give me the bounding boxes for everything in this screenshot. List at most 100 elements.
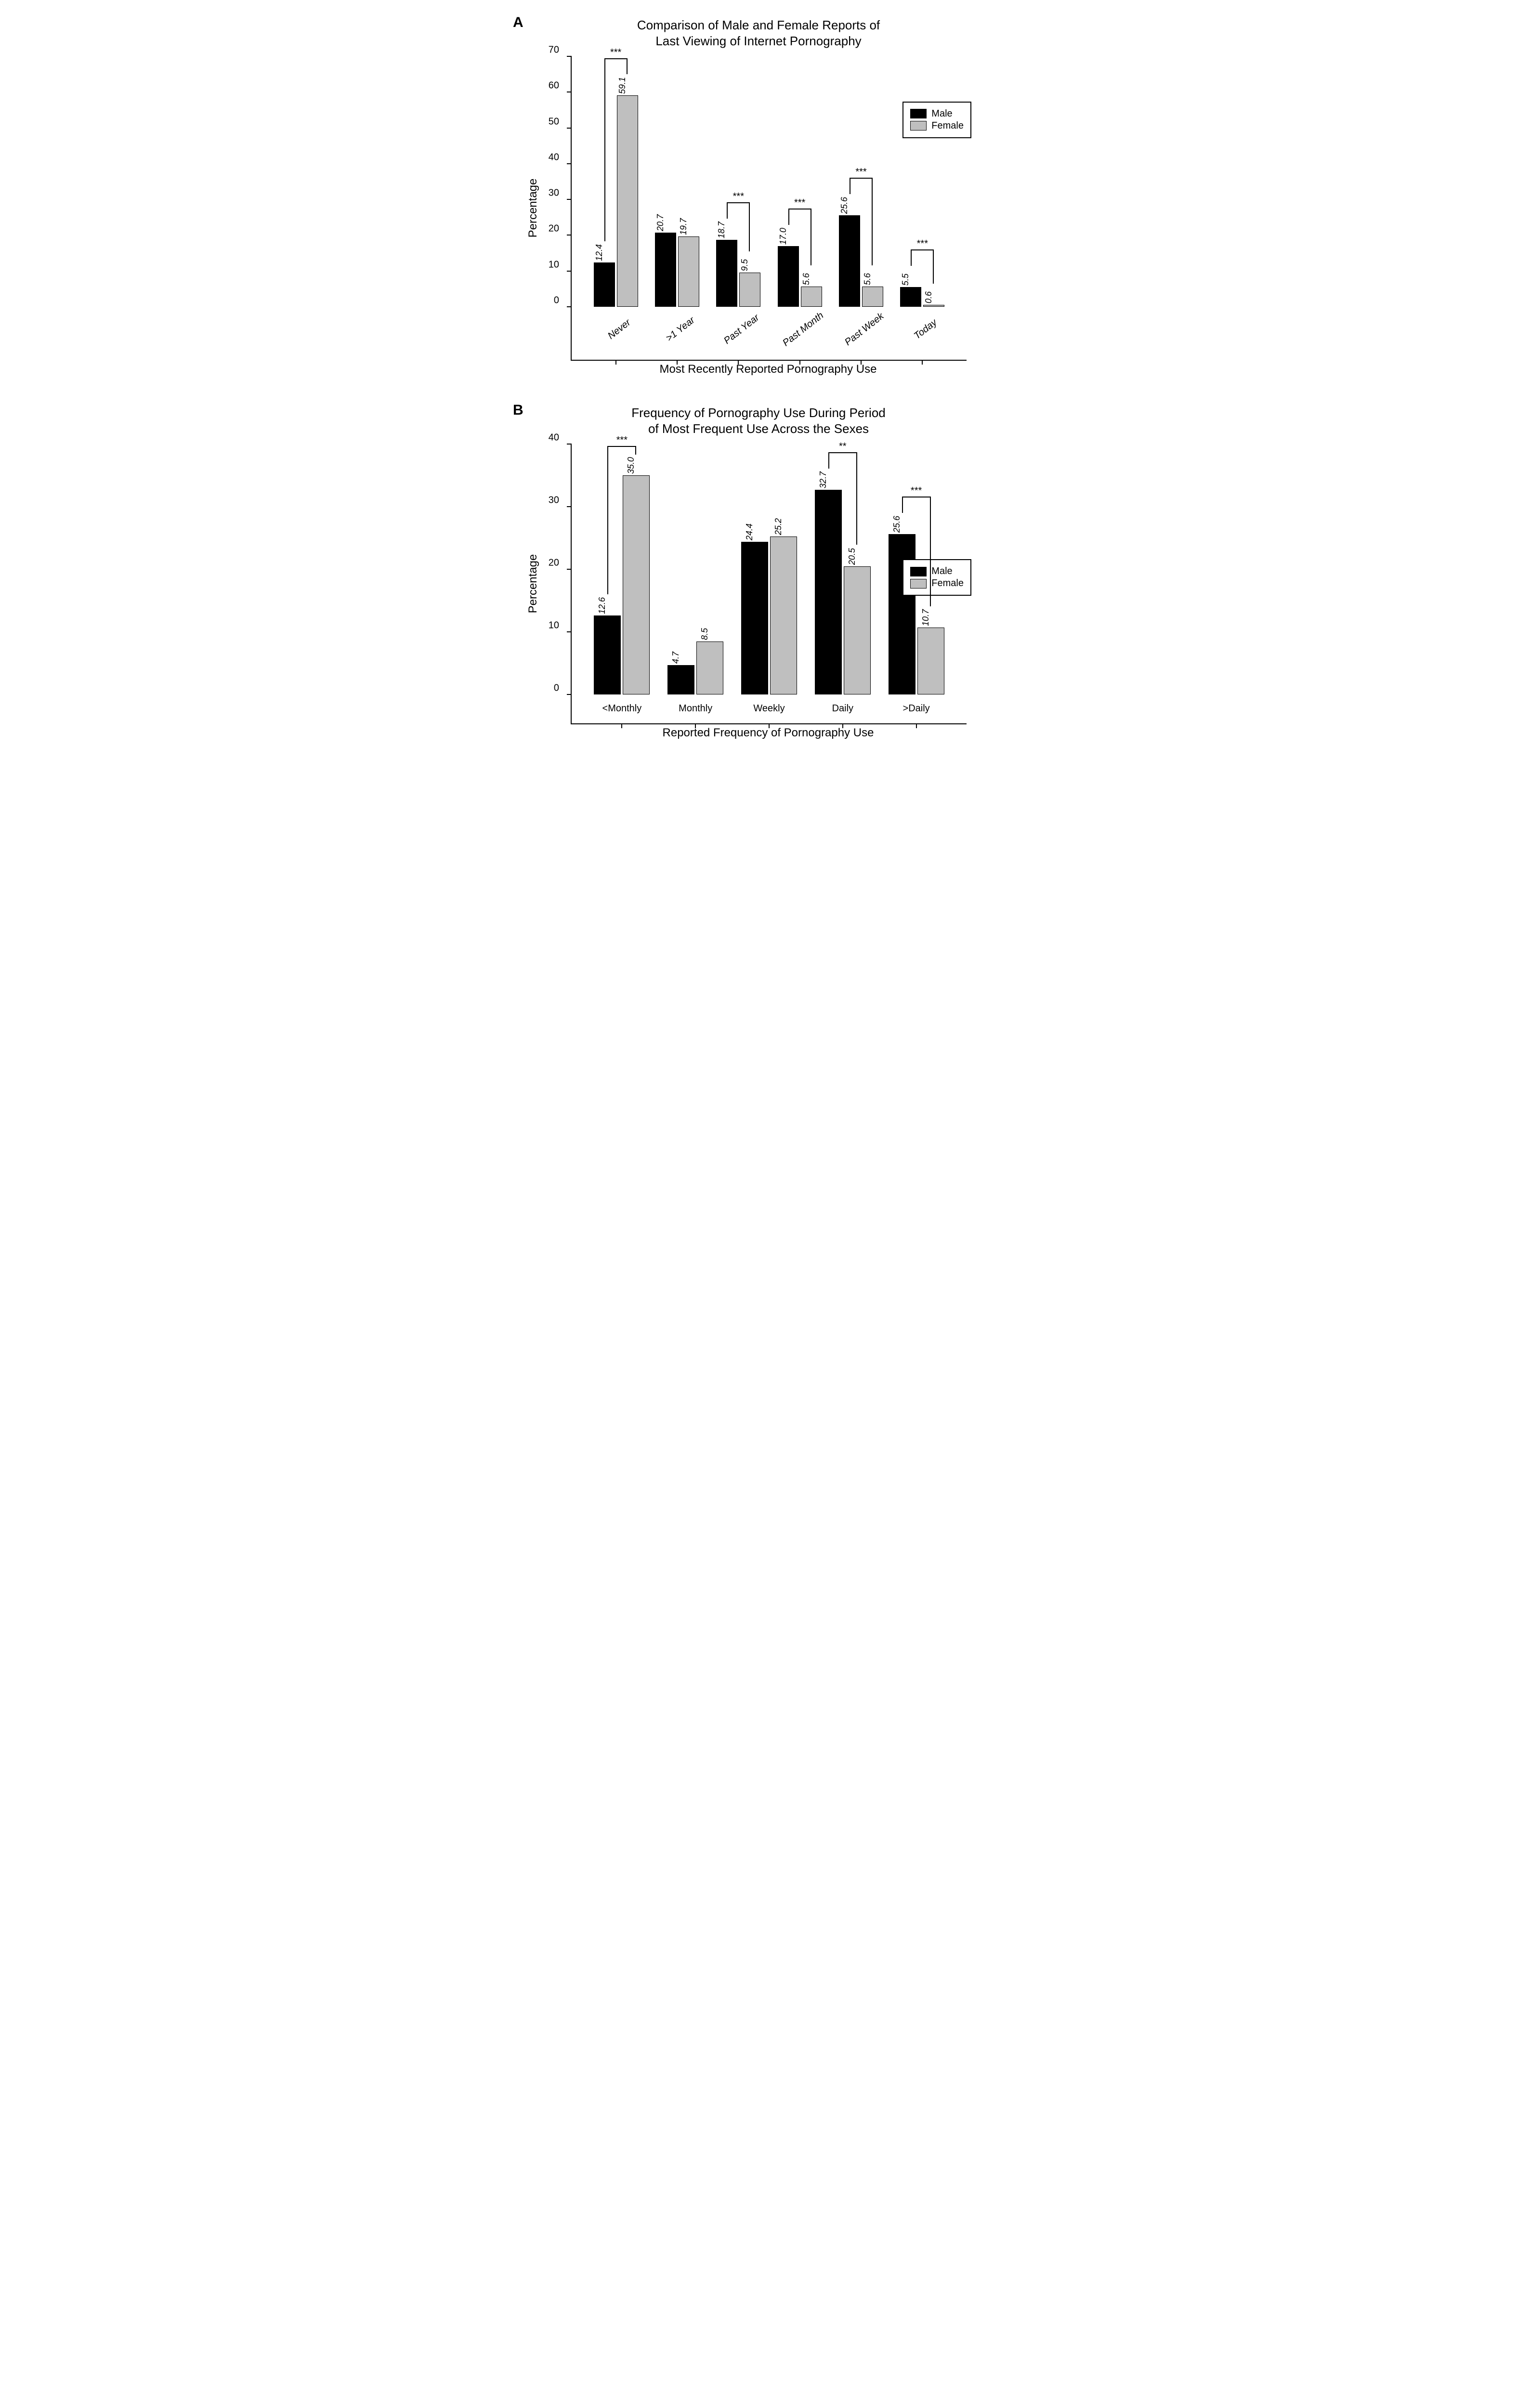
bar-value-label: 20.7 <box>655 214 666 231</box>
legend-swatch-male <box>910 109 927 118</box>
legend-item-female: Female <box>910 578 964 589</box>
bar-value-label: 18.7 <box>717 222 727 238</box>
bar-value-label: 59.1 <box>617 77 628 94</box>
significance-bracket <box>727 202 750 208</box>
y-tick-label: 10 <box>549 259 559 270</box>
panel-a: A Comparison of Male and Female Reports … <box>518 17 999 376</box>
y-tick-label: 20 <box>549 558 559 569</box>
significance-bracket <box>902 497 931 502</box>
significance-bracket <box>788 214 789 225</box>
legend-swatch-female <box>910 579 927 589</box>
figure: A Comparison of Male and Female Reports … <box>518 17 999 740</box>
x-tick <box>738 360 739 365</box>
bar-group: 18.79.5 <box>708 56 769 307</box>
x-tick-label: Weekly <box>753 703 785 714</box>
bar-male: 24.4 <box>741 542 768 694</box>
significance-label: *** <box>610 47 621 58</box>
y-tick-label: 40 <box>549 152 559 163</box>
significance-bracket <box>607 446 636 452</box>
bar-value-label: 20.5 <box>847 548 857 564</box>
y-tick-label: 30 <box>549 188 559 199</box>
significance-bracket <box>828 452 857 458</box>
bar-value-label: 25.2 <box>773 518 784 535</box>
x-tick <box>695 723 696 728</box>
y-tick-label: 40 <box>549 432 559 444</box>
title-line: Comparison of Male and Female Reports of <box>637 18 880 32</box>
panel-b-plot: Percentage 010203040 12.635.04.78.524.42… <box>571 444 967 724</box>
title-line: Frequency of Pornography Use During Peri… <box>631 406 886 420</box>
bar-group: 24.425.2 <box>732 444 806 694</box>
bar-value-label: 0.6 <box>924 291 934 303</box>
x-labels: <MonthlyMonthlyWeeklyDaily>Daily <box>572 699 967 723</box>
y-tick <box>567 235 572 236</box>
x-tick <box>916 723 917 728</box>
x-tick-label: Past Year <box>722 312 761 346</box>
bar-group: 20.7 19.7 <box>646 56 707 307</box>
significance-bracket <box>930 502 931 606</box>
bar-group: 5.50.6 <box>892 56 953 307</box>
y-tick-label: 10 <box>549 620 559 631</box>
bar-group: 12.4 59.1 <box>585 56 646 307</box>
bar-value-label: 25.6 <box>892 516 902 533</box>
significance-bracket <box>850 178 873 183</box>
significance-bracket <box>635 452 636 455</box>
x-tick <box>769 723 770 728</box>
legend-item-female: Female <box>910 120 964 131</box>
significance-bracket <box>872 183 873 266</box>
x-axis-label: Reported Frequency of Pornography Use <box>571 726 966 740</box>
significance-bracket <box>727 208 728 219</box>
bar-male: 12.4 <box>594 262 615 307</box>
x-tick-label: Never <box>606 317 633 342</box>
x-tick-label: Today <box>912 317 940 341</box>
bar-group: 4.78.5 <box>659 444 732 694</box>
x-tick <box>615 360 616 365</box>
bar-female: 20.5 <box>844 566 871 695</box>
bar-male: 4.7 <box>667 665 694 694</box>
legend-label: Male <box>931 108 952 119</box>
bar-value-label: 5.6 <box>863 273 873 285</box>
bar-female: 35.0 <box>623 475 650 694</box>
bar-value-label: 24.4 <box>745 523 755 540</box>
significance-label: *** <box>733 191 744 202</box>
bar-female: 19.7 <box>678 236 699 307</box>
y-tick-label: 30 <box>549 495 559 506</box>
x-labels: Never>1 YearPast YearPast MonthPast Week… <box>572 312 967 360</box>
bar-male: 25.6 <box>889 534 915 694</box>
bar-male: 18.7 <box>716 240 737 307</box>
x-axis-label: Most Recently Reported Pornography Use <box>571 363 966 376</box>
panel-b-tag: B <box>513 402 523 419</box>
x-tick <box>677 360 678 365</box>
significance-label: ** <box>839 441 847 452</box>
bar-female: 25.2 <box>770 537 797 694</box>
y-tick <box>567 271 572 272</box>
y-tick-label: 0 <box>554 683 559 694</box>
y-tick <box>567 569 572 570</box>
y-tick-label: 0 <box>554 295 559 306</box>
significance-bracket <box>788 209 811 214</box>
panel-a-title: Comparison of Male and Female Reports of… <box>571 17 946 49</box>
bar-group: 12.635.0 <box>585 444 659 694</box>
significance-bracket <box>607 452 608 594</box>
bar-male: 12.6 <box>594 615 621 694</box>
y-tick <box>567 306 572 307</box>
bar-value-label: 32.7 <box>818 471 828 488</box>
bar-male: 17.0 <box>778 246 799 307</box>
bar-female: 0.6 <box>923 305 944 307</box>
y-tick-label: 50 <box>549 116 559 127</box>
legend-swatch-female <box>910 121 927 131</box>
significance-bracket <box>856 458 857 545</box>
x-tick <box>621 723 622 728</box>
panel-b-title: Frequency of Pornography Use During Peri… <box>571 405 946 436</box>
x-tick-label: >1 Year <box>664 315 697 344</box>
significance-label: *** <box>794 197 805 209</box>
significance-bracket <box>604 64 605 241</box>
bar-value-label: 19.7 <box>679 218 689 235</box>
bar-group: 32.7 20.5 <box>806 444 879 694</box>
legend-swatch-male <box>910 567 927 576</box>
bar-female: 5.6 <box>801 287 822 307</box>
bar-male: 5.5 <box>900 287 921 307</box>
y-tick <box>567 163 572 164</box>
bars-row: 12.459.120.719.718.79.517.05.625.65.65.5… <box>572 56 967 307</box>
y-tick <box>567 56 572 57</box>
bar-value-label: 25.6 <box>839 197 850 214</box>
